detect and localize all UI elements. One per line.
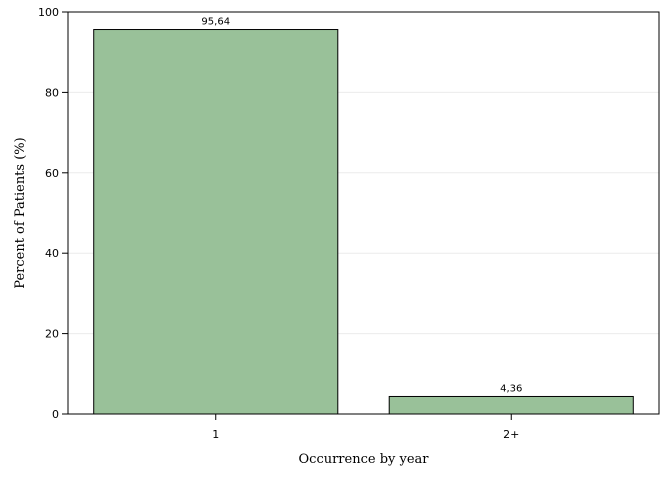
- bar: [93, 29, 339, 415]
- y-axis-title: Percent of Patients (%): [13, 137, 28, 288]
- plot-frame: [67, 11, 660, 415]
- y-tick-label: 0: [52, 408, 59, 421]
- y-tick-label: 20: [45, 328, 59, 341]
- y-tick-label: 100: [38, 6, 59, 19]
- y-tick-label: 80: [45, 86, 59, 99]
- y-tick-label: 40: [45, 247, 59, 260]
- data-label: 4,36: [500, 383, 522, 394]
- data-labels: 95,64 4,36: [201, 17, 522, 395]
- x-axis: 1 2+: [212, 414, 519, 441]
- bar: [388, 395, 634, 415]
- x-axis-title: Occurrence by year: [299, 452, 430, 467]
- y-tick-label: 60: [45, 167, 59, 180]
- x-tick-label: 2+: [503, 428, 519, 441]
- y-axis: 0 20 40 60 80 100: [38, 6, 68, 421]
- data-label: 95,64: [201, 17, 230, 28]
- x-tick-label: 1: [212, 428, 219, 441]
